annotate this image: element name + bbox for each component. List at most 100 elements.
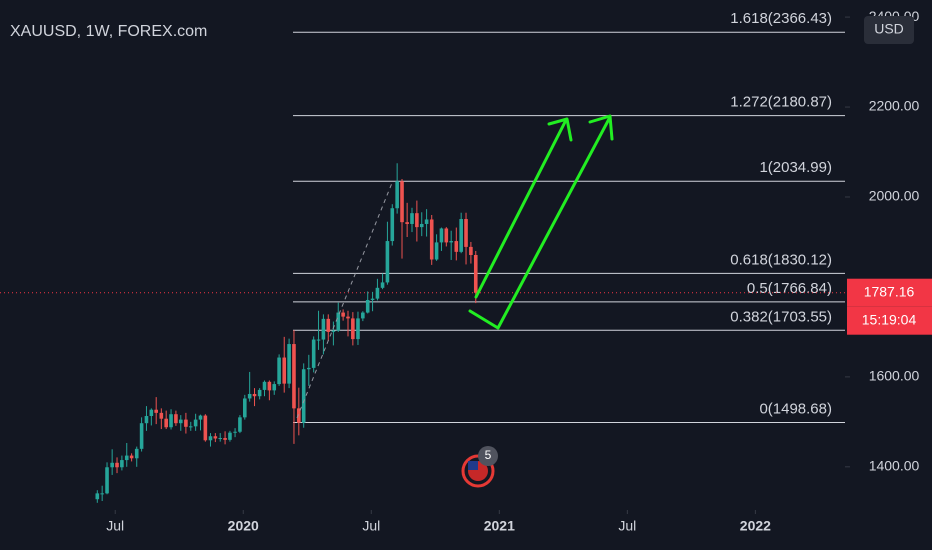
candle-body <box>144 416 149 424</box>
arrow-head <box>588 114 614 141</box>
candle-body <box>375 287 380 299</box>
candle-body <box>159 412 164 419</box>
candle-body <box>247 393 252 399</box>
candle-body <box>365 299 370 313</box>
candle-body <box>178 419 183 424</box>
candle-body <box>174 414 178 424</box>
candle-body <box>228 432 232 440</box>
fib-label: 0.382(1703.55) <box>730 308 832 325</box>
candle-body <box>120 460 124 468</box>
countdown-box <box>847 306 932 335</box>
x-tick-label: 2021 <box>484 518 515 534</box>
candle-body <box>469 246 473 255</box>
fib-label: 0(1498.68) <box>759 400 832 417</box>
candle-body <box>449 241 453 243</box>
candle-body <box>464 219 468 247</box>
candle-body <box>311 339 316 368</box>
candle-body <box>257 389 262 397</box>
y-tick-label: 1600.00 <box>869 368 920 384</box>
event-icon[interactable]: 5 <box>461 446 498 488</box>
arrow-shaft <box>474 120 567 299</box>
x-tick-label: Jul <box>106 518 124 534</box>
plot-area: 1.618(2366.43) 1.272(2180.87) 1(2034.99) 0.… <box>0 10 845 503</box>
candle-body <box>321 318 326 340</box>
candle-body <box>164 418 168 428</box>
candle-body <box>316 339 321 341</box>
candle-body <box>134 448 139 459</box>
fib-label: 0.618(1830.12) <box>730 251 832 268</box>
candle-body <box>370 298 375 300</box>
x-tick-label: 2022 <box>740 518 771 534</box>
candle-body <box>129 455 134 459</box>
candle-body <box>149 409 154 417</box>
candle-body <box>336 312 341 331</box>
candle-body <box>301 369 306 423</box>
candle-body <box>242 398 247 418</box>
candle-body <box>154 409 158 413</box>
candle-body <box>361 312 365 319</box>
candle-body <box>395 181 399 209</box>
candle-body <box>405 222 409 224</box>
candle-body <box>262 381 267 390</box>
candle-body <box>307 367 311 370</box>
x-tick-label: Jul <box>618 518 636 534</box>
event-flag-canton <box>468 461 478 470</box>
candle-body <box>252 393 257 397</box>
candle-body <box>223 438 227 440</box>
projection-arrows <box>468 114 614 330</box>
candle-body <box>203 415 208 441</box>
x-tick-label: Jul <box>362 518 380 534</box>
candle-body <box>439 228 444 243</box>
candle-body <box>356 318 360 340</box>
candle-body <box>331 330 336 332</box>
candle-body <box>277 357 281 385</box>
candle-body <box>282 357 287 384</box>
candle-body <box>267 381 272 391</box>
arrow-shaft <box>468 117 611 330</box>
candle-body <box>459 219 463 252</box>
fib-label: 1.272(2180.87) <box>730 94 832 111</box>
candle-body <box>415 213 419 228</box>
candle-body <box>218 438 223 440</box>
last-price-box <box>847 278 932 307</box>
candle-body <box>473 255 478 293</box>
currency-button[interactable] <box>864 16 914 44</box>
candle-body <box>193 419 198 427</box>
event-count: 5 <box>485 448 492 462</box>
candle-body <box>341 312 345 317</box>
candle-body <box>198 415 203 420</box>
fib-label: 1.618(2366.43) <box>730 10 832 27</box>
countdown-label: 15:19:04 <box>862 311 917 327</box>
x-tick-label: 2020 <box>228 518 259 534</box>
candle-body <box>410 213 414 224</box>
candle-body <box>169 414 173 428</box>
candle-body <box>380 282 385 288</box>
candle-body <box>424 219 429 224</box>
candle-body <box>233 431 237 433</box>
candle-body <box>429 219 434 260</box>
currency-label[interactable]: USD <box>874 21 904 37</box>
candle-body <box>292 344 296 409</box>
candle-body <box>139 423 144 449</box>
candle-body <box>297 408 301 423</box>
candle-body <box>351 318 355 340</box>
candle-body <box>95 493 100 500</box>
y-tick-label: 2200.00 <box>869 98 920 114</box>
candle-body <box>100 493 104 495</box>
candle-body <box>385 241 390 283</box>
candle-body <box>124 455 129 461</box>
candle-body <box>390 208 395 242</box>
last-price-label: 1787.16 <box>864 283 915 299</box>
candle-body <box>208 436 213 441</box>
fib-label: 1(2034.99) <box>759 159 832 176</box>
arrow-head <box>547 117 573 142</box>
event-badge <box>478 446 498 466</box>
candle-body <box>400 181 404 223</box>
candle-body <box>110 462 114 468</box>
fib-label: 0.5(1766.84) <box>747 280 832 297</box>
candle-body <box>419 223 424 228</box>
candle-body <box>444 228 449 243</box>
